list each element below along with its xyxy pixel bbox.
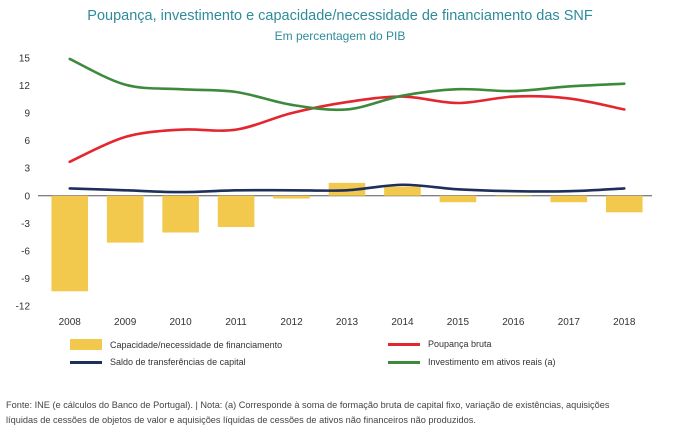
bar-capacidade bbox=[106, 195, 144, 243]
series-line-saldo bbox=[68, 183, 626, 194]
legend-item-poupanca: Poupança bruta bbox=[388, 339, 492, 349]
legend-swatch-saldo bbox=[70, 360, 102, 364]
x-tick-label: 2012 bbox=[280, 317, 303, 328]
x-tick-label: 2010 bbox=[170, 317, 193, 328]
x-tick-label: 2014 bbox=[391, 317, 414, 328]
x-tick-label: 2011 bbox=[225, 317, 247, 328]
series-line-investimento bbox=[68, 57, 626, 112]
y-tick-label: -3 bbox=[21, 219, 30, 230]
x-tick-label: 2017 bbox=[558, 317, 581, 328]
chart-title: Poupança, investimento e capacidade/nece… bbox=[87, 8, 593, 24]
y-tick-label: 3 bbox=[24, 164, 30, 175]
y-tick-label: -6 bbox=[21, 246, 30, 257]
y-tick-label: -12 bbox=[16, 302, 31, 313]
y-tick-label: 12 bbox=[19, 81, 31, 92]
legend-item-investimento: Investimento em ativos reais (a) bbox=[388, 357, 556, 367]
legend-item-capacidade: Capacidade/necessidade de financiamento bbox=[70, 339, 282, 350]
legend-label-poupanca: Poupança bruta bbox=[428, 339, 492, 349]
bar-capacidade bbox=[605, 195, 643, 213]
legend-label-investimento: Investimento em ativos reais (a) bbox=[428, 357, 556, 367]
legend-swatch-investimento bbox=[388, 360, 420, 364]
y-tick-label: 6 bbox=[24, 136, 30, 147]
y-tick-label: 9 bbox=[24, 109, 30, 120]
x-tick-label: 2015 bbox=[447, 317, 470, 328]
footnote: Fonte: INE (e cálculos do Banco de Portu… bbox=[6, 398, 676, 428]
y-tick-label: 15 bbox=[19, 54, 31, 65]
legend-item-saldo: Saldo de transferências de capital bbox=[70, 357, 246, 367]
bar-capacidade bbox=[384, 186, 421, 196]
bar-capacidade bbox=[273, 195, 310, 199]
x-tick-label: 2016 bbox=[502, 317, 525, 328]
chart-subtitle: Em percentagem do PIB bbox=[274, 29, 406, 43]
x-tick-label: 2008 bbox=[59, 317, 82, 328]
y-tick-label: -9 bbox=[21, 274, 30, 285]
bar-capacidade bbox=[162, 195, 199, 233]
bar-capacidade bbox=[51, 195, 89, 292]
legend-swatch-capacidade bbox=[70, 339, 102, 350]
x-tick-label: 2009 bbox=[114, 317, 137, 328]
footnote-line-1: Fonte: INE (e cálculos do Banco de Portu… bbox=[6, 400, 610, 410]
footnote-line-2: líquidas de cessões de objetos de valor … bbox=[6, 415, 476, 425]
legend-swatch-poupanca bbox=[388, 342, 420, 346]
bar-capacidade bbox=[550, 195, 588, 203]
bar-capacidade bbox=[217, 195, 255, 228]
bar-capacidade bbox=[495, 195, 532, 197]
chart: -12 -9 -6 -3 0 3 6 9 12 15 2008 2009 2010 2011 2012 201… bbox=[16, 54, 652, 328]
legend-label-capacidade: Capacidade/necessidade de financiamento bbox=[110, 339, 283, 350]
x-tick-label: 2018 bbox=[613, 317, 636, 328]
series-line-poupanca bbox=[68, 94, 626, 164]
y-tick-label: 0 bbox=[24, 191, 30, 202]
bar-capacidade bbox=[439, 195, 477, 203]
legend-label-saldo: Saldo de transferências de capital bbox=[110, 357, 246, 367]
x-tick-label: 2013 bbox=[336, 317, 359, 328]
